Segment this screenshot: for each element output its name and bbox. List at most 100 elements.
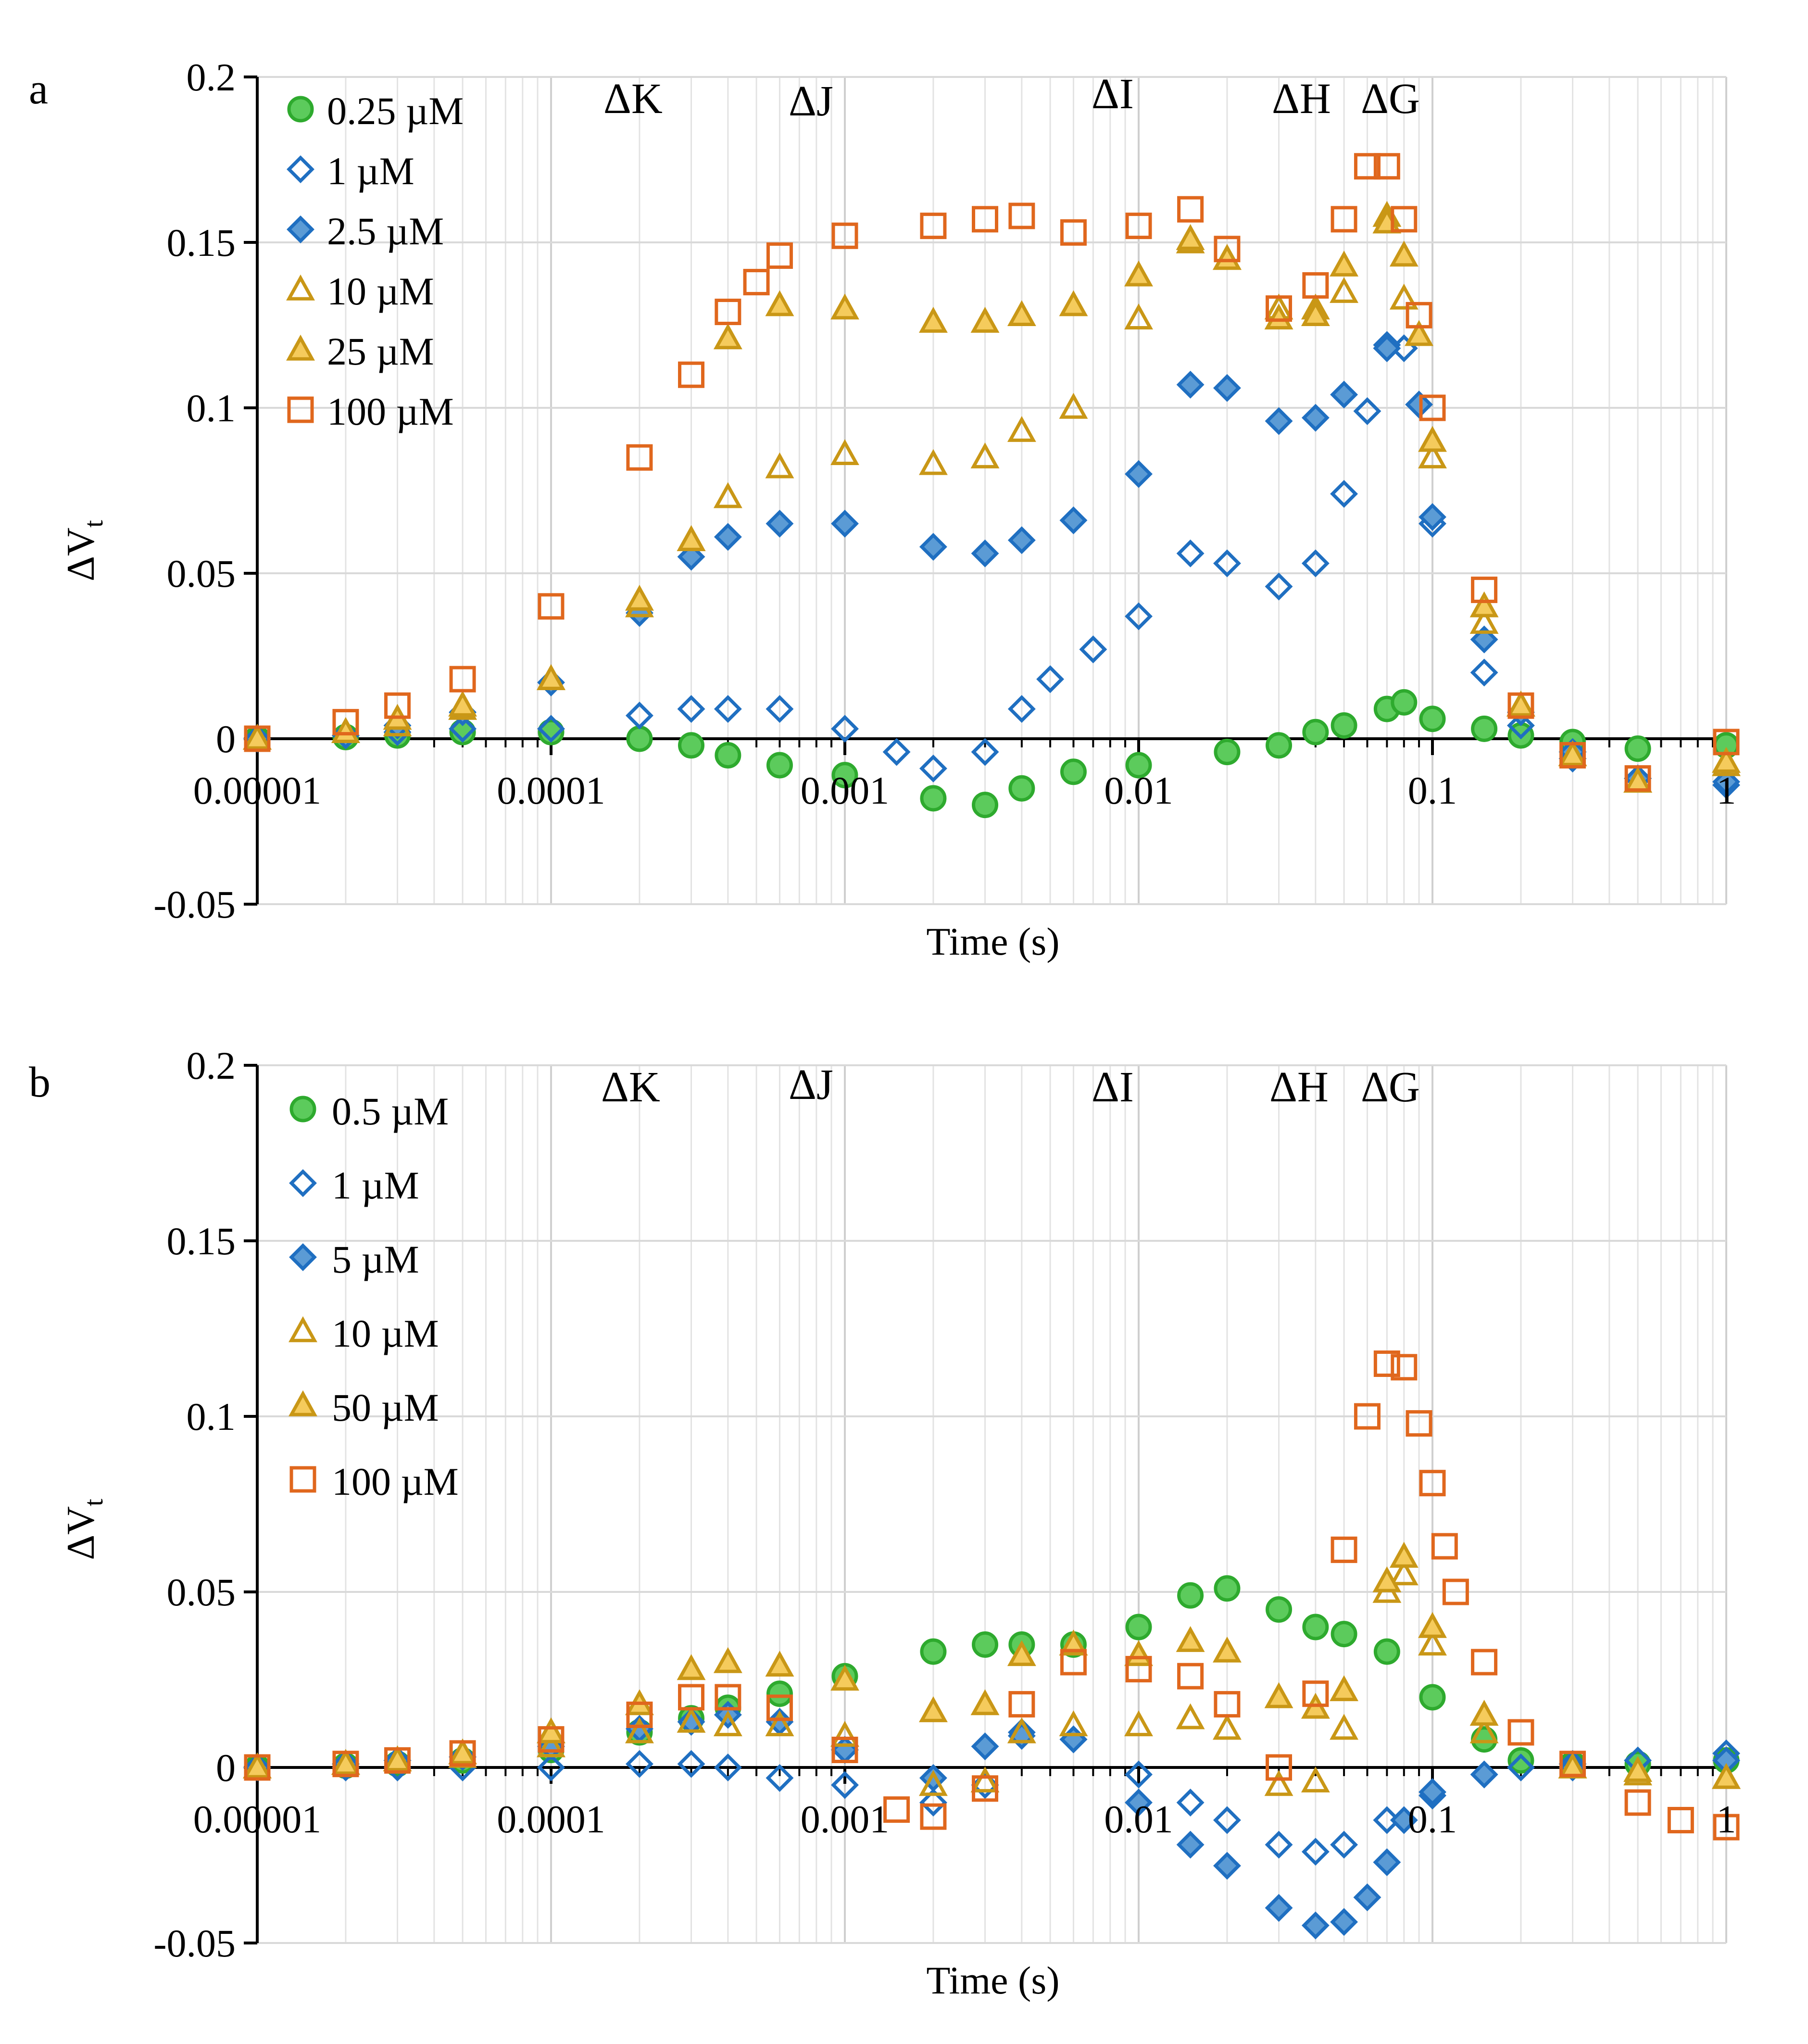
data-point xyxy=(1213,549,1241,578)
data-point xyxy=(1125,460,1153,488)
y-tick-label: 0.2 xyxy=(187,1044,236,1087)
legend-label: 0.5 µM xyxy=(332,1089,449,1133)
data-point xyxy=(1712,1763,1741,1789)
region-label-dk: ΔK xyxy=(603,75,663,123)
legend-marker xyxy=(287,396,314,423)
data-point xyxy=(625,701,653,730)
region-label-dk: ΔK xyxy=(601,1063,660,1111)
data-point xyxy=(1419,706,1446,732)
data-point xyxy=(1007,300,1036,327)
data-point xyxy=(1125,1760,1153,1789)
data-point xyxy=(1266,1754,1293,1781)
data-point xyxy=(920,785,947,812)
data-point xyxy=(713,1710,742,1737)
data-point xyxy=(1624,1789,1651,1816)
y-label-sub-b: t xyxy=(79,1499,109,1506)
data-point xyxy=(244,1754,271,1781)
region-label-dh: ΔH xyxy=(1272,75,1331,123)
x-axis-label-b: Time (s) xyxy=(926,1958,1059,2002)
data-point xyxy=(766,509,794,538)
data-point xyxy=(1125,213,1152,240)
data-point xyxy=(1330,380,1358,409)
data-point xyxy=(830,1721,859,1747)
data-point xyxy=(1623,1756,1653,1782)
legend-marker xyxy=(289,1316,317,1342)
y-tick-label: 0 xyxy=(216,1746,236,1790)
data-point xyxy=(1330,1830,1358,1859)
data-point xyxy=(1712,746,1741,773)
data-point xyxy=(766,1764,794,1792)
data-point xyxy=(1373,153,1400,180)
legend-marker xyxy=(289,1390,317,1416)
data-point xyxy=(331,1749,360,1775)
data-point xyxy=(831,1771,859,1799)
data-point xyxy=(1713,729,1740,756)
legend-label: 100 µM xyxy=(327,390,454,433)
data-point xyxy=(1331,712,1357,739)
data-point xyxy=(1471,1726,1498,1753)
tick-labels-b: -0.05 0 0.05 0.1 0.15 0.2 0.00001 0.0001 0.001 0.… xyxy=(153,1044,1736,1965)
data-point xyxy=(1330,1714,1359,1740)
data-point xyxy=(1264,1682,1293,1708)
data-point xyxy=(243,723,272,750)
data-point xyxy=(919,1789,947,1817)
data-point xyxy=(1507,1747,1534,1774)
data-point xyxy=(1406,302,1432,328)
data-point xyxy=(919,533,947,561)
data-point xyxy=(1471,576,1498,603)
data-point xyxy=(714,695,742,723)
y-tick-label: -0.05 xyxy=(153,883,236,926)
region-label-dh: ΔH xyxy=(1269,1063,1329,1111)
data-point xyxy=(1214,1691,1241,1718)
data-point xyxy=(1059,1710,1088,1737)
data-point xyxy=(1213,374,1241,402)
data-point xyxy=(830,439,859,466)
data-point xyxy=(1470,1760,1498,1789)
data-point xyxy=(1391,1354,1418,1381)
data-point xyxy=(920,1803,947,1830)
data-point xyxy=(1301,1766,1330,1792)
data-point xyxy=(626,725,653,752)
data-point xyxy=(713,1647,742,1673)
data-point xyxy=(971,738,999,766)
data-point xyxy=(1266,295,1293,322)
data-point xyxy=(766,695,794,723)
data-point xyxy=(1391,689,1418,716)
data-point xyxy=(714,1754,742,1781)
legend-label: 1 µM xyxy=(327,149,414,193)
data-point xyxy=(1214,1575,1241,1602)
data-point xyxy=(713,323,742,350)
data-point xyxy=(625,584,654,611)
data-point xyxy=(1431,1533,1458,1560)
data-point xyxy=(970,306,1000,333)
panel-letter-b: b xyxy=(29,1059,50,1106)
data-point xyxy=(919,754,947,782)
data-point xyxy=(1470,658,1498,687)
legend-item-a-1: 1 µM xyxy=(287,149,414,193)
data-point xyxy=(1301,549,1330,578)
data-point xyxy=(1507,692,1534,719)
data-point xyxy=(677,1654,706,1680)
data-point xyxy=(1419,1778,1446,1806)
data-point xyxy=(1301,1838,1330,1866)
data-point xyxy=(1301,300,1330,327)
data-point xyxy=(1419,1684,1446,1711)
data-point xyxy=(1419,394,1446,421)
data-point xyxy=(1177,1663,1204,1690)
data-point xyxy=(1125,1789,1153,1817)
legend-marker xyxy=(286,274,315,301)
data-point xyxy=(715,742,741,769)
data-point xyxy=(1302,719,1329,745)
data-point xyxy=(1418,426,1447,452)
data-point xyxy=(1330,277,1359,303)
data-point xyxy=(970,1766,1000,1792)
legend-item-a-5: 100 µM xyxy=(287,390,454,433)
data-point xyxy=(331,717,360,743)
data-point xyxy=(1405,391,1433,419)
data-point xyxy=(537,1754,565,1781)
data-points-b xyxy=(243,1350,1741,1940)
data-point xyxy=(970,442,1000,468)
y-tick-label: 0.15 xyxy=(167,1219,236,1263)
data-point xyxy=(715,1684,741,1711)
